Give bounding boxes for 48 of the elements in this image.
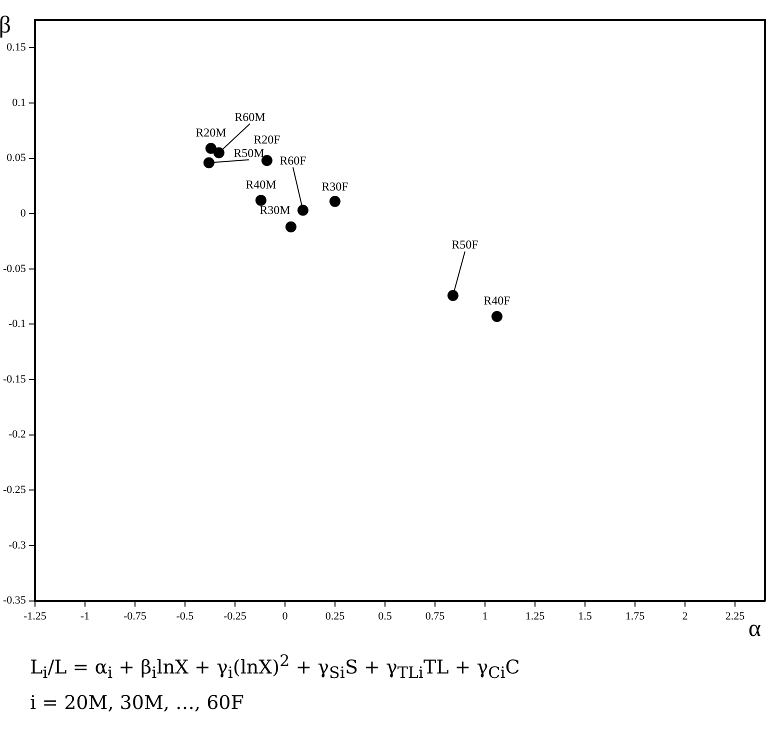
x-tick-label: -1 <box>80 610 90 622</box>
annotation: R40M <box>246 177 277 192</box>
y-tick-label: -0.05 <box>2 262 26 275</box>
point <box>255 194 266 206</box>
y-tick-label: 0.05 <box>6 152 26 164</box>
y-axis-title: β <box>0 12 11 38</box>
annotation: R60F <box>280 153 307 168</box>
x-tick-label: 1 <box>482 610 488 622</box>
point <box>203 157 214 168</box>
x-tick-label: 0.5 <box>378 610 392 622</box>
x-tick-label: 2.25 <box>725 610 746 622</box>
x-tick-label: 0.25 <box>325 610 346 622</box>
annotation: R30F <box>322 180 349 194</box>
x-tick-label: -0.75 <box>123 610 147 622</box>
y-tick-label: 0.1 <box>12 96 26 109</box>
point <box>285 221 296 232</box>
y-tick-label: -0.1 <box>8 318 26 330</box>
annotation: R20F <box>254 132 281 147</box>
x-tick-label: 1.75 <box>625 610 646 622</box>
point <box>491 310 502 322</box>
x-tick-label: -0.25 <box>223 610 247 622</box>
annotation: R40F <box>484 294 511 308</box>
y-tick-label: 0.15 <box>6 42 26 54</box>
point <box>329 196 340 207</box>
point <box>205 142 216 154</box>
x-tick-label: -1.25 <box>23 610 47 622</box>
x-tick-label: 2 <box>682 610 688 622</box>
x-tick-label: 1.25 <box>525 610 546 622</box>
x-tick-label: 1.5 <box>578 610 592 622</box>
x-tick-label: 0 <box>282 610 288 622</box>
point <box>447 290 458 301</box>
x-axis-title: α <box>748 616 762 642</box>
y-tick-label: -0.15 <box>2 373 26 386</box>
text: i = 20M, 30M, …, 60F <box>30 691 245 716</box>
y-tick-label: -0.25 <box>2 484 26 496</box>
y-tick-label: -0.3 <box>8 539 26 552</box>
annotation: R30M <box>260 203 291 218</box>
annotation: R50F <box>452 238 479 252</box>
text: L$_{i}$/L = α$_{i}$ + β$_{i}$lnX + γ$_{i}$(lnX)$^{2}$ + γ$_{Si}$S + γ$_{TLi}$TL + γ$_{Ci}$C <box>30 651 520 682</box>
y-tick-label: 0 <box>20 207 26 220</box>
y-tick-label: -0.2 <box>8 428 26 441</box>
annotation: R60M <box>234 110 266 124</box>
annotation: R20M <box>196 125 227 140</box>
point <box>297 204 308 216</box>
annotation: R50M <box>234 146 265 160</box>
x-tick-label: 0.75 <box>425 610 446 622</box>
x-tick-label: -0.5 <box>176 610 194 622</box>
y-tick-label: -0.35 <box>2 594 26 607</box>
